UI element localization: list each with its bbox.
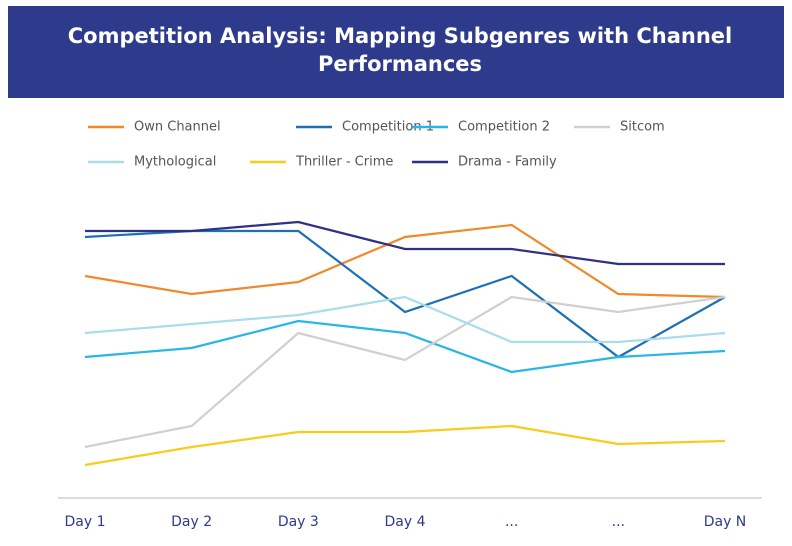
chart-title: Competition Analysis: Mapping Subgenres … bbox=[68, 24, 732, 76]
series-line bbox=[84, 295, 726, 449]
x-tick-label: Day 2 bbox=[171, 514, 212, 530]
series-line bbox=[84, 424, 726, 467]
x-tick-label: Day 1 bbox=[64, 514, 105, 530]
legend-label: Mythological bbox=[134, 155, 216, 170]
header bbox=[8, 6, 784, 98]
series-line bbox=[84, 223, 726, 299]
series-line bbox=[85, 220, 725, 266]
legend-label: Competition 2 bbox=[458, 120, 550, 135]
series-line bbox=[84, 319, 726, 374]
legend-label: Competition 1 bbox=[342, 120, 434, 135]
x-tick-label: Day 4 bbox=[384, 514, 425, 530]
x-tick-label: ... bbox=[612, 514, 625, 530]
x-tick-label: Day N bbox=[704, 514, 747, 530]
legend-label: Own Channel bbox=[134, 120, 221, 135]
x-tick-label: Day 3 bbox=[278, 514, 319, 530]
series-line bbox=[84, 295, 726, 344]
x-tick-label: ... bbox=[505, 514, 518, 530]
legend-label: Drama - Family bbox=[458, 155, 557, 170]
legend-label: Thriller - Crime bbox=[295, 155, 393, 170]
legend-label: Sitcom bbox=[620, 120, 665, 135]
